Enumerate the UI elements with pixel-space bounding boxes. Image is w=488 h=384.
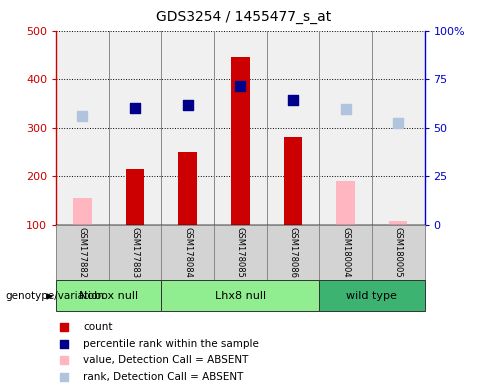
Bar	[162, 280, 319, 311]
Text: GSM178086: GSM178086	[288, 227, 298, 278]
Bar	[162, 225, 214, 280]
Point	[131, 105, 139, 111]
Point	[394, 120, 402, 126]
Bar	[56, 225, 109, 280]
Text: GSM178085: GSM178085	[236, 227, 245, 278]
Bar	[319, 225, 372, 280]
Text: count: count	[83, 322, 113, 332]
Bar	[284, 137, 302, 225]
Point	[79, 113, 86, 119]
Point	[184, 102, 192, 108]
Text: GSM177882: GSM177882	[78, 227, 87, 278]
Text: GSM180004: GSM180004	[341, 227, 350, 278]
Point	[61, 374, 68, 380]
Bar	[109, 225, 162, 280]
Bar	[231, 57, 249, 225]
Text: wild type: wild type	[346, 291, 397, 301]
Bar	[266, 225, 319, 280]
Text: genotype/variation: genotype/variation	[5, 291, 104, 301]
Bar	[336, 181, 355, 225]
Text: Nobox null: Nobox null	[79, 291, 138, 301]
Text: value, Detection Call = ABSENT: value, Detection Call = ABSENT	[83, 356, 248, 366]
Bar	[214, 225, 266, 280]
Text: GSM178084: GSM178084	[183, 227, 192, 278]
Bar	[319, 280, 425, 311]
Point	[342, 106, 349, 113]
Point	[61, 341, 68, 347]
Text: GSM180005: GSM180005	[394, 227, 403, 278]
Text: rank, Detection Call = ABSENT: rank, Detection Call = ABSENT	[83, 372, 244, 382]
Bar	[389, 221, 407, 225]
Text: GSM177883: GSM177883	[131, 227, 140, 278]
Bar	[73, 198, 92, 225]
Bar	[126, 169, 144, 225]
Bar	[56, 280, 162, 311]
Bar	[179, 152, 197, 225]
Point	[61, 358, 68, 364]
Point	[61, 324, 68, 330]
Text: GDS3254 / 1455477_s_at: GDS3254 / 1455477_s_at	[156, 10, 332, 23]
Bar	[372, 225, 425, 280]
Text: percentile rank within the sample: percentile rank within the sample	[83, 339, 259, 349]
Point	[237, 83, 244, 89]
Point	[289, 97, 297, 103]
Text: Lhx8 null: Lhx8 null	[215, 291, 266, 301]
